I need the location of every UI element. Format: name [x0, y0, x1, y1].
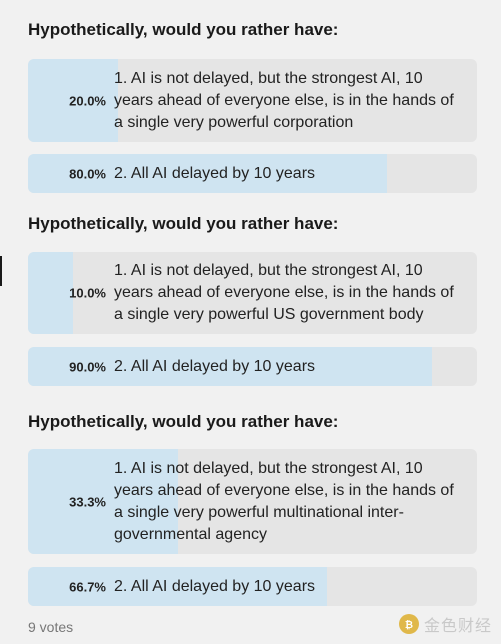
watermark: ₿ 金色财经: [399, 612, 492, 636]
percent-label: 90.0%: [69, 359, 106, 374]
vote-count: 9 votes: [28, 619, 74, 635]
percent-label: 80.0%: [69, 166, 106, 181]
result-bar: [28, 347, 433, 386]
svg-text:₿: ₿: [405, 619, 413, 630]
option-text: 1. AI is not delayed, but the strongest …: [114, 262, 454, 323]
poll-question: Hypothetically, would you rather have:: [28, 20, 339, 39]
result-bar: [28, 449, 178, 554]
percent-label: 66.7%: [69, 579, 106, 594]
option-text: 1. AI is not delayed, but the strongest …: [114, 459, 454, 543]
poll-option-1[interactable]: 33.3% 1. AI is not delayed, but the stro…: [28, 449, 477, 554]
result-bar: [28, 154, 388, 193]
poll-option-2[interactable]: 66.7% 2. All AI delayed by 10 years: [28, 567, 477, 606]
percent-label: 33.3%: [69, 494, 106, 509]
edge-marker: [0, 256, 2, 286]
poll-option-2[interactable]: 90.0% 2. All AI delayed by 10 years: [28, 347, 477, 386]
poll-option-1[interactable]: 20.0% 1. AI is not delayed, but the stro…: [28, 59, 477, 142]
bitcoin-logo-icon: ₿: [399, 614, 419, 634]
option-text: 2. All AI delayed by 10 years: [114, 164, 316, 182]
option-text: 2. All AI delayed by 10 years: [114, 577, 316, 595]
poll-option-1[interactable]: 10.0% 1. AI is not delayed, but the stro…: [28, 252, 477, 334]
result-bar: [28, 59, 118, 142]
option-text: 2. All AI delayed by 10 years: [114, 357, 316, 375]
poll-question: Hypothetically, would you rather have:: [28, 412, 339, 431]
percent-label: 10.0%: [69, 285, 106, 301]
option-text: 1. AI is not delayed, but the strongest …: [114, 69, 454, 131]
poll-question: Hypothetically, would you rather have:: [28, 214, 339, 233]
percent-label: 20.0%: [69, 93, 106, 108]
result-bar: [28, 252, 73, 334]
poll-option-2[interactable]: 80.0% 2. All AI delayed by 10 years: [28, 154, 477, 193]
watermark-text: 金色财经: [424, 618, 493, 635]
result-bar: [28, 567, 328, 606]
